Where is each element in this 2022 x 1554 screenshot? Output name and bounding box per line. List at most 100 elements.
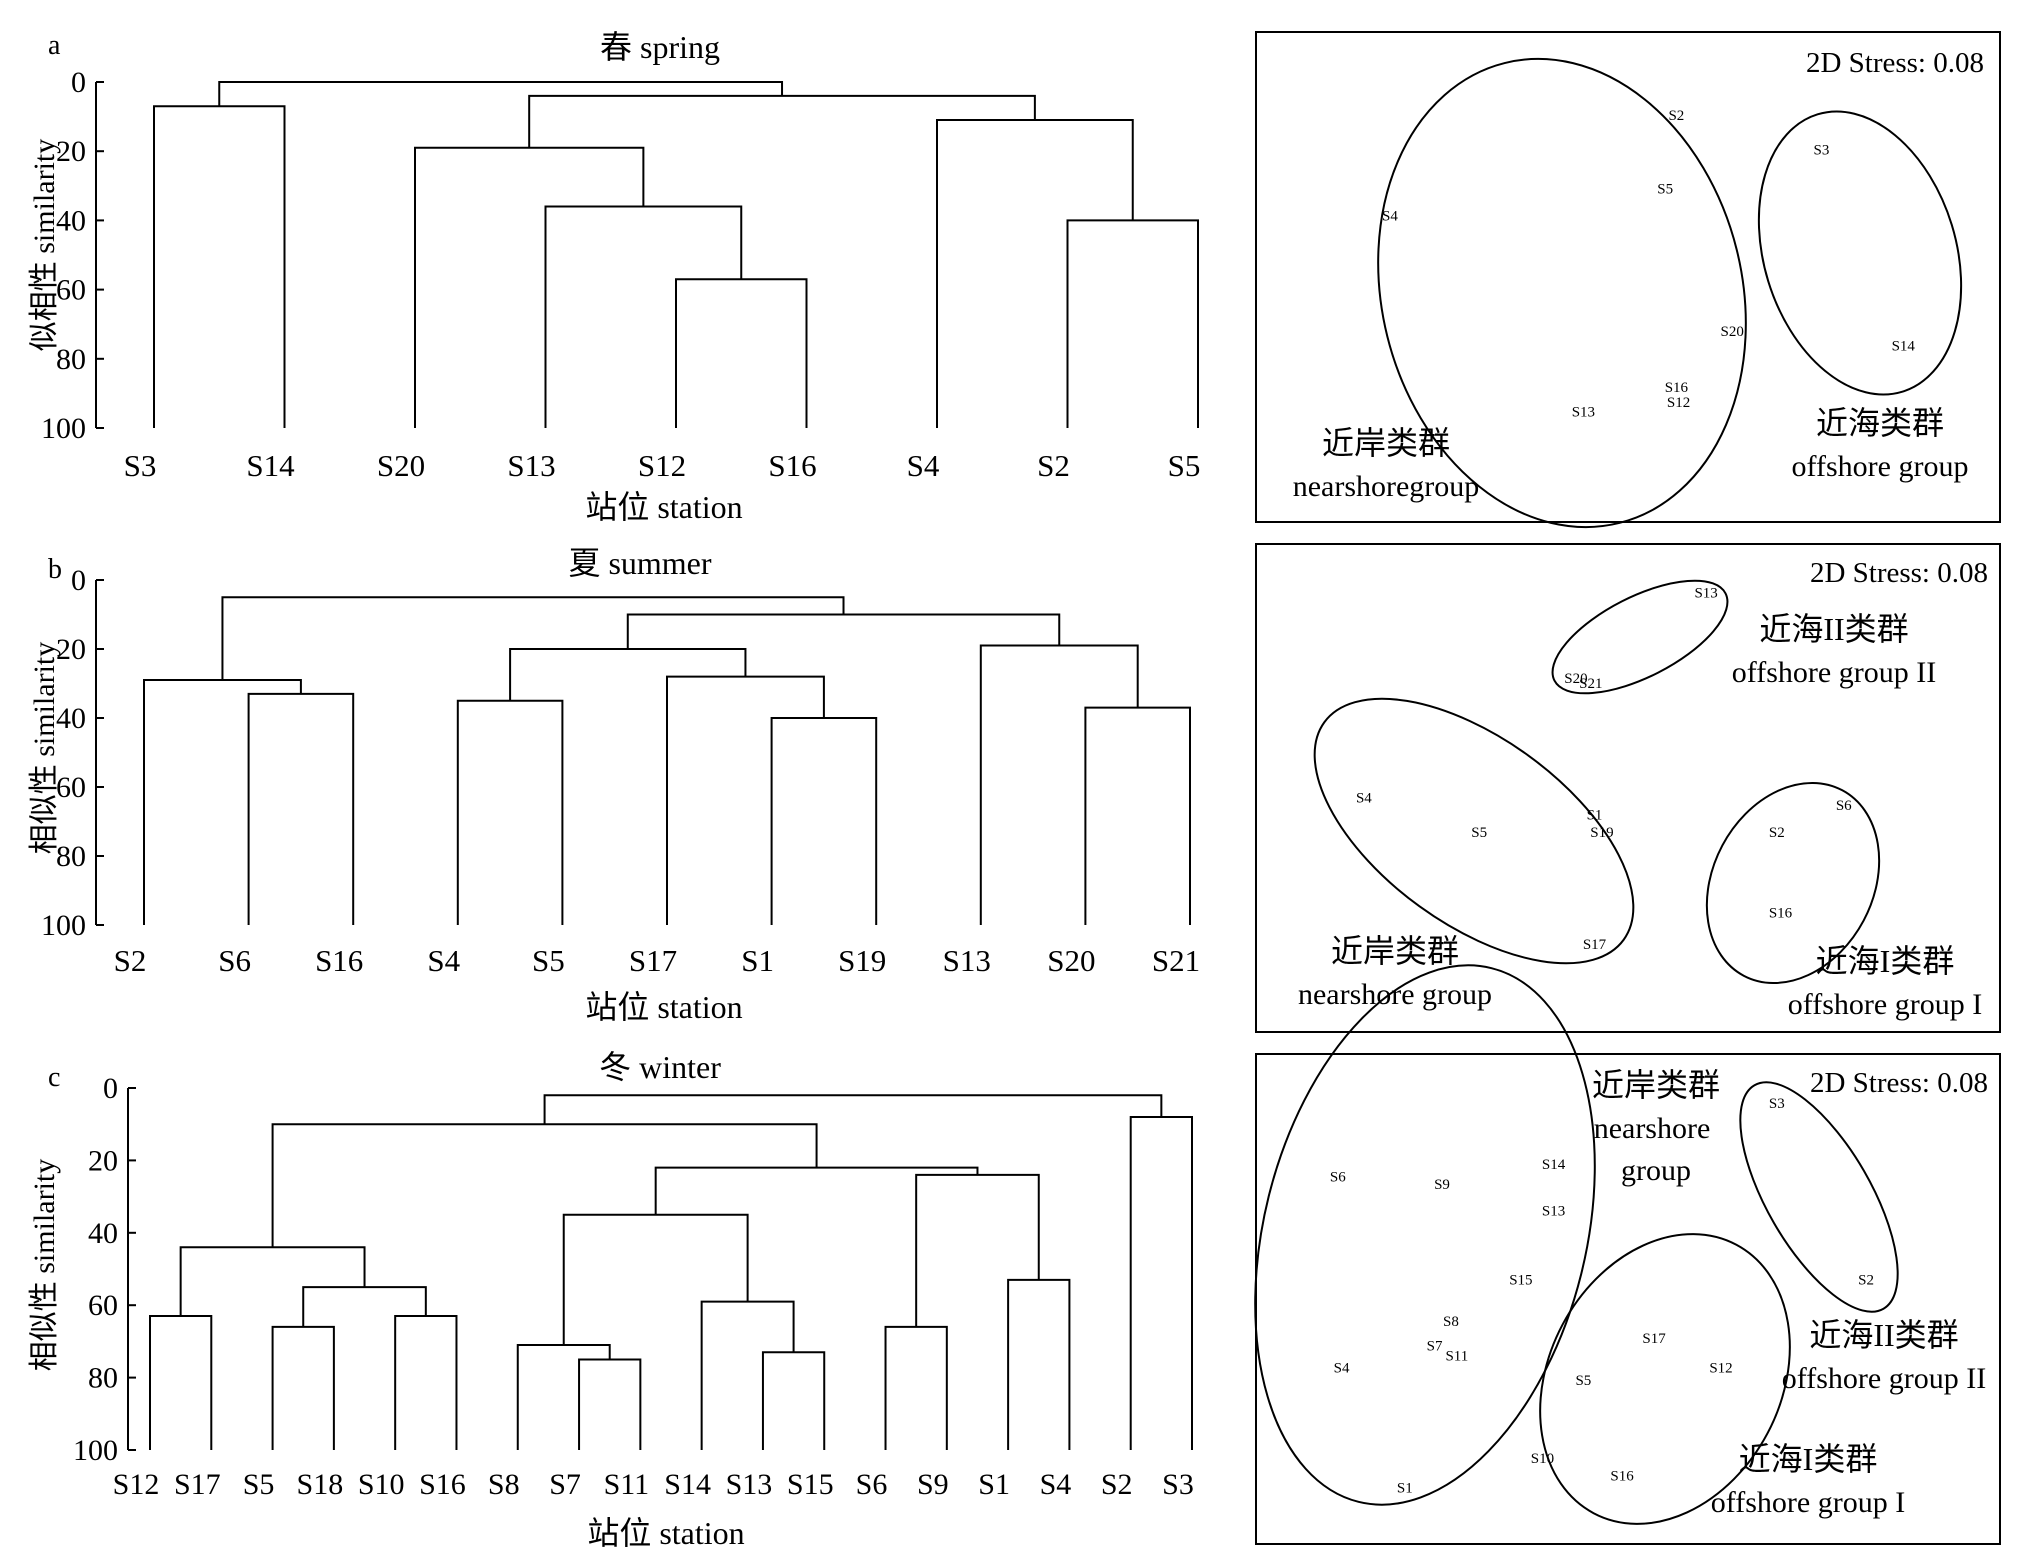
mds-point-label: S20 (1564, 671, 1587, 687)
y-tick-label: 80 (56, 343, 86, 376)
y-tick-label: 40 (56, 702, 86, 735)
panel-a-dendrogram: a 春 spring 似相性 similarity 站位 station 0 20… (28, 29, 1200, 525)
panel-b-dendrogram: b 夏 summer 相似性 similarity 站位 station 0 20… (28, 545, 1200, 1025)
leaf-label: S12 (638, 448, 686, 483)
panel-b-nearshore-label-cn: 近岸类群 (1331, 933, 1459, 969)
panel-c-nearshore-ellipse (1254, 964, 1596, 1506)
mds-point-label: S3 (1769, 1096, 1785, 1112)
leaf-label: S3 (1162, 1468, 1194, 1501)
mds-point-label: S12 (1667, 395, 1690, 411)
panel-b-nearshore-label-en: nearshore group (1298, 978, 1492, 1011)
mds-point-label: S7 (1427, 1338, 1443, 1354)
leaf-label: S8 (488, 1468, 520, 1501)
panel-b-nearshore-ellipse (1313, 697, 1635, 965)
leaf-label: S18 (297, 1468, 344, 1501)
panel-b-offshore-ii-label-cn: 近海II类群 (1759, 611, 1908, 647)
panel-b-letter: b (48, 554, 62, 585)
leaf-label: S14 (246, 448, 295, 483)
panel-c-y-label: 相似性 similarity (28, 1159, 61, 1372)
leaf-label: S17 (174, 1468, 221, 1501)
leaf-label: S2 (114, 943, 147, 978)
panel-a-nearshore-label-cn: 近岸类群 (1322, 425, 1450, 461)
panel-a-letter: a (48, 30, 61, 61)
leaf-label: S12 (113, 1468, 160, 1501)
panel-a-mds: 2D Stress: 0.08 S2S5S4S3S20S14S16S12S13 … (1255, 31, 2001, 529)
mds-point-label: S16 (1610, 1468, 1634, 1484)
y-tick-label: 40 (56, 204, 86, 237)
panel-a-plot: 0 20 40 60 80 100 S3 S14 S20 S13 S12 S16 S4 S2 S5 (41, 66, 1200, 483)
mds-point-label: S8 (1443, 1314, 1459, 1330)
dendrogram-link (221, 596, 845, 681)
panel-a-title: 春 spring (600, 29, 720, 65)
leaf-label: S3 (124, 448, 157, 483)
mds-point-label: S16 (1769, 905, 1793, 921)
mds-point-label: S6 (1330, 1169, 1346, 1185)
y-tick-label: 20 (56, 135, 86, 168)
leaf-label: S1 (978, 1468, 1010, 1501)
leaf-label: S15 (787, 1468, 834, 1501)
mds-point-label: S5 (1471, 825, 1487, 841)
panel-b-mds: 2D Stress: 0.08 S13S20S21S4S5S1S19S17S6S… (1255, 543, 2001, 1033)
mds-point-label: S14 (1892, 339, 1916, 355)
leaf-label: S14 (664, 1468, 711, 1501)
mds-point-label: S4 (1356, 791, 1372, 807)
y-tick-label: 40 (88, 1217, 118, 1250)
mds-point-label: S21 (1579, 676, 1602, 692)
mds-point-label: S3 (1814, 143, 1830, 159)
panel-c-offshore-i-label-cn: 近海I类群 (1739, 1441, 1878, 1477)
panel-c-title: 冬 winter (599, 1049, 721, 1085)
panel-b-offshore-i-label-cn: 近海I类群 (1816, 943, 1955, 979)
panel-a-stress-label: 2D Stress: 0.08 (1806, 47, 1984, 79)
leaf-label: S4 (907, 448, 940, 483)
panel-c-x-label: 站位 station (587, 1515, 744, 1551)
mds-point-label: S4 (1334, 1361, 1350, 1377)
panel-b-offshore-ii-ellipse (1551, 579, 1729, 695)
panel-b-offshore-i-ellipse (1705, 781, 1881, 985)
leaf-label: S6 (856, 1468, 888, 1501)
leaf-label: S16 (315, 943, 363, 978)
leaf-label: S1 (741, 943, 774, 978)
leaf-label: S13 (943, 943, 991, 978)
mds-point-label: S17 (1583, 937, 1607, 953)
leaf-label: S19 (838, 943, 886, 978)
panel-b-offshore-ii-label-en: offshore group II (1732, 656, 1936, 689)
leaf-label: S2 (1037, 448, 1070, 483)
y-tick-label: 20 (56, 633, 86, 666)
mds-point-label: S16 (1665, 380, 1689, 396)
leaf-label: S20 (377, 448, 425, 483)
leaf-label: S2 (1101, 1468, 1133, 1501)
panel-c-dendrogram: c 冬 winter 相似性 similarity 站位 station 0 20… (28, 1049, 1194, 1551)
y-tick-label: 80 (88, 1362, 118, 1395)
y-tick-label: 100 (41, 909, 86, 942)
mds-point-label: S2 (1668, 108, 1684, 124)
y-tick-label: 0 (71, 564, 86, 597)
mds-point-label: S20 (1720, 324, 1743, 340)
y-tick-label: 0 (71, 66, 86, 99)
mds-point-label: S13 (1572, 405, 1595, 421)
y-tick-label: 80 (56, 840, 86, 873)
panel-b-stress-label: 2D Stress: 0.08 (1810, 557, 1988, 589)
leaf-label: S10 (358, 1468, 405, 1501)
panel-a-nearshore-label-en: nearshoregroup (1293, 470, 1480, 503)
dendrogram-link (218, 81, 784, 107)
mds-point-label: S14 (1542, 1157, 1566, 1173)
mds-point-label: S2 (1769, 825, 1785, 841)
mds-point-label: S13 (1542, 1204, 1565, 1220)
panel-c-nearshore-label-en-1: nearshore (1594, 1112, 1711, 1145)
panel-c-offshore-ii-label-en: offshore group II (1782, 1362, 1986, 1395)
y-tick-label: 100 (73, 1434, 118, 1467)
mds-point-label: S17 (1642, 1331, 1666, 1347)
dendrogram-link (543, 1094, 1163, 1125)
leaf-label: S20 (1047, 943, 1095, 978)
y-tick-label: 60 (88, 1289, 118, 1322)
leaf-label: S17 (629, 943, 677, 978)
mds-point-label: S1 (1587, 808, 1603, 824)
mds-point-label: S1 (1397, 1481, 1413, 1497)
panel-c-stress-label: 2D Stress: 0.08 (1810, 1067, 1988, 1099)
mds-point-label: S19 (1590, 825, 1613, 841)
panel-b-y-label: 相似性 similarity (28, 642, 61, 855)
